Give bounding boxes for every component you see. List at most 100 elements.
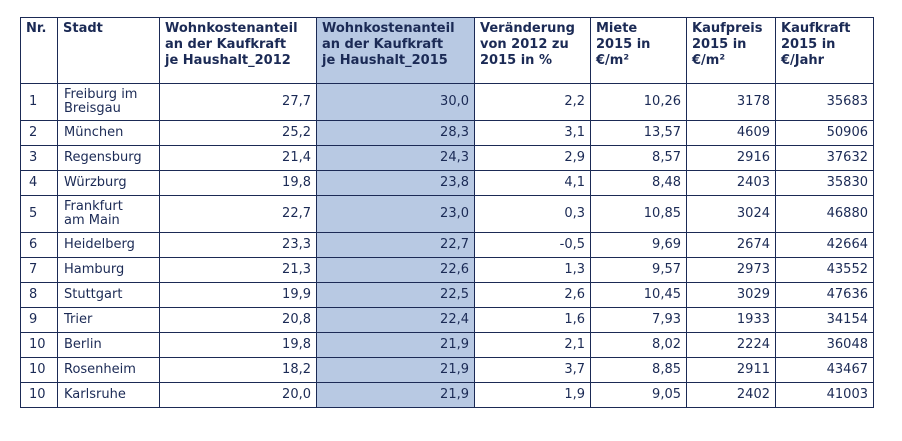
cell-purchasing-power: 46880	[775, 195, 874, 233]
cell-nr: 7	[20, 257, 58, 283]
cell-stadt: Berlin	[57, 332, 160, 358]
cell-change: 1,6	[474, 307, 591, 333]
cell-price: 2674	[686, 232, 776, 258]
cell-price: 2224	[686, 332, 776, 358]
cell-nr: 6	[20, 232, 58, 258]
header-stadt: Stadt	[57, 17, 160, 84]
cell-change: 2,2	[474, 83, 591, 121]
cell-share-2015: 28,3	[316, 120, 475, 146]
cell-rent: 8,02	[590, 332, 687, 358]
cell-rent: 10,85	[590, 195, 687, 233]
cell-purchasing-power: 35830	[775, 170, 874, 196]
cell-stadt: Karlsruhe	[57, 382, 160, 408]
cell-share-2015: 21,9	[316, 382, 475, 408]
cell-purchasing-power: 50906	[775, 120, 874, 146]
cell-price: 2973	[686, 257, 776, 283]
cell-share-2015: 22,6	[316, 257, 475, 283]
cell-rent: 10,45	[590, 282, 687, 308]
cell-stadt: Frankfurt am Main	[57, 195, 160, 233]
cell-price: 2403	[686, 170, 776, 196]
cell-share-2012: 19,8	[159, 170, 317, 196]
table-row: 1 Freiburg im Breisgau 27,7 30,0 2,2 10,26 317…	[20, 83, 874, 121]
header-change: Veränderung von 2012 zu 2015 in %	[474, 17, 591, 84]
cell-purchasing-power: 41003	[775, 382, 874, 408]
table-row: 6 Heidelberg 23,3 22,7 -0,5 9,69 2674 42664	[20, 232, 874, 258]
cell-stadt: Hamburg	[57, 257, 160, 283]
table-row: 7 Hamburg 21,3 22,6 1,3 9,57 2973 43552	[20, 257, 874, 283]
cell-share-2012: 19,8	[159, 332, 317, 358]
cell-nr: 10	[20, 382, 58, 408]
table-row: 10 Rosenheim 18,2 21,9 3,7 8,85 2911 43467	[20, 357, 874, 383]
cell-rent: 8,85	[590, 357, 687, 383]
cell-nr: 8	[20, 282, 58, 308]
cell-change: 0,3	[474, 195, 591, 233]
cell-share-2015: 21,9	[316, 357, 475, 383]
cell-share-2012: 27,7	[159, 83, 317, 121]
cell-stadt: Rosenheim	[57, 357, 160, 383]
cell-share-2015: 23,0	[316, 195, 475, 233]
cell-purchasing-power: 36048	[775, 332, 874, 358]
table-row: 8 Stuttgart 19,9 22,5 2,6 10,45 3029 47636	[20, 282, 874, 308]
cell-change: 1,3	[474, 257, 591, 283]
header-nr: Nr.	[20, 17, 58, 84]
cell-nr: 2	[20, 120, 58, 146]
cell-share-2015: 21,9	[316, 332, 475, 358]
cell-rent: 9,57	[590, 257, 687, 283]
cell-share-2015: 22,4	[316, 307, 475, 333]
cell-price: 2916	[686, 145, 776, 171]
cell-share-2015: 24,3	[316, 145, 475, 171]
cell-share-2015: 30,0	[316, 83, 475, 121]
cell-nr: 5	[20, 195, 58, 233]
cell-stadt: München	[57, 120, 160, 146]
cell-stadt: Stuttgart	[57, 282, 160, 308]
cell-change: 2,6	[474, 282, 591, 308]
cell-nr: 4	[20, 170, 58, 196]
header-price: Kaufpreis 2015 in €/m²	[686, 17, 776, 84]
cell-share-2012: 25,2	[159, 120, 317, 146]
cell-share-2012: 23,3	[159, 232, 317, 258]
cell-stadt: Würzburg	[57, 170, 160, 196]
cell-rent: 10,26	[590, 83, 687, 121]
header-share-2015: Wohnkostenanteil an der Kaufkraft je Hau…	[316, 17, 475, 84]
table-row: 4 Würzburg 19,8 23,8 4,1 8,48 2403 35830	[20, 170, 874, 196]
cell-change: -0,5	[474, 232, 591, 258]
header-row: Nr. Stadt Wohnkostenanteil an der Kaufkr…	[20, 17, 874, 84]
cell-share-2012: 22,7	[159, 195, 317, 233]
table-row: 10 Karlsruhe 20,0 21,9 1,9 9,05 2402 41003	[20, 382, 874, 408]
cell-change: 2,1	[474, 332, 591, 358]
cell-nr: 9	[20, 307, 58, 333]
cell-stadt: Regensburg	[57, 145, 160, 171]
cell-change: 1,9	[474, 382, 591, 408]
table-row: 2 München 25,2 28,3 3,1 13,57 4609 50906	[20, 120, 874, 146]
cell-stadt: Heidelberg	[57, 232, 160, 258]
cell-change: 4,1	[474, 170, 591, 196]
cell-price: 4609	[686, 120, 776, 146]
cell-share-2012: 18,2	[159, 357, 317, 383]
cell-price: 3024	[686, 195, 776, 233]
cell-price: 3178	[686, 83, 776, 121]
cell-stadt: Freiburg im Breisgau	[57, 83, 160, 121]
cell-rent: 13,57	[590, 120, 687, 146]
cell-nr: 3	[20, 145, 58, 171]
cell-share-2015: 23,8	[316, 170, 475, 196]
cell-change: 3,1	[474, 120, 591, 146]
cell-share-2012: 19,9	[159, 282, 317, 308]
cell-change: 2,9	[474, 145, 591, 171]
cell-purchasing-power: 43467	[775, 357, 874, 383]
cell-share-2012: 20,8	[159, 307, 317, 333]
cell-rent: 8,57	[590, 145, 687, 171]
cell-purchasing-power: 37632	[775, 145, 874, 171]
cell-stadt: Trier	[57, 307, 160, 333]
housing-cost-table: Nr. Stadt Wohnkostenanteil an der Kaufkr…	[20, 17, 874, 408]
cell-share-2015: 22,5	[316, 282, 475, 308]
cell-rent: 9,69	[590, 232, 687, 258]
cell-share-2012: 21,4	[159, 145, 317, 171]
table-container: Nr. Stadt Wohnkostenanteil an der Kaufkr…	[20, 17, 874, 408]
cell-purchasing-power: 42664	[775, 232, 874, 258]
cell-nr: 10	[20, 332, 58, 358]
table-row: 10 Berlin 19,8 21,9 2,1 8,02 2224 36048	[20, 332, 874, 358]
table-row: 5 Frankfurt am Main 22,7 23,0 0,3 10,85 3024 46…	[20, 195, 874, 233]
cell-price: 1933	[686, 307, 776, 333]
cell-rent: 8,48	[590, 170, 687, 196]
cell-share-2015: 22,7	[316, 232, 475, 258]
